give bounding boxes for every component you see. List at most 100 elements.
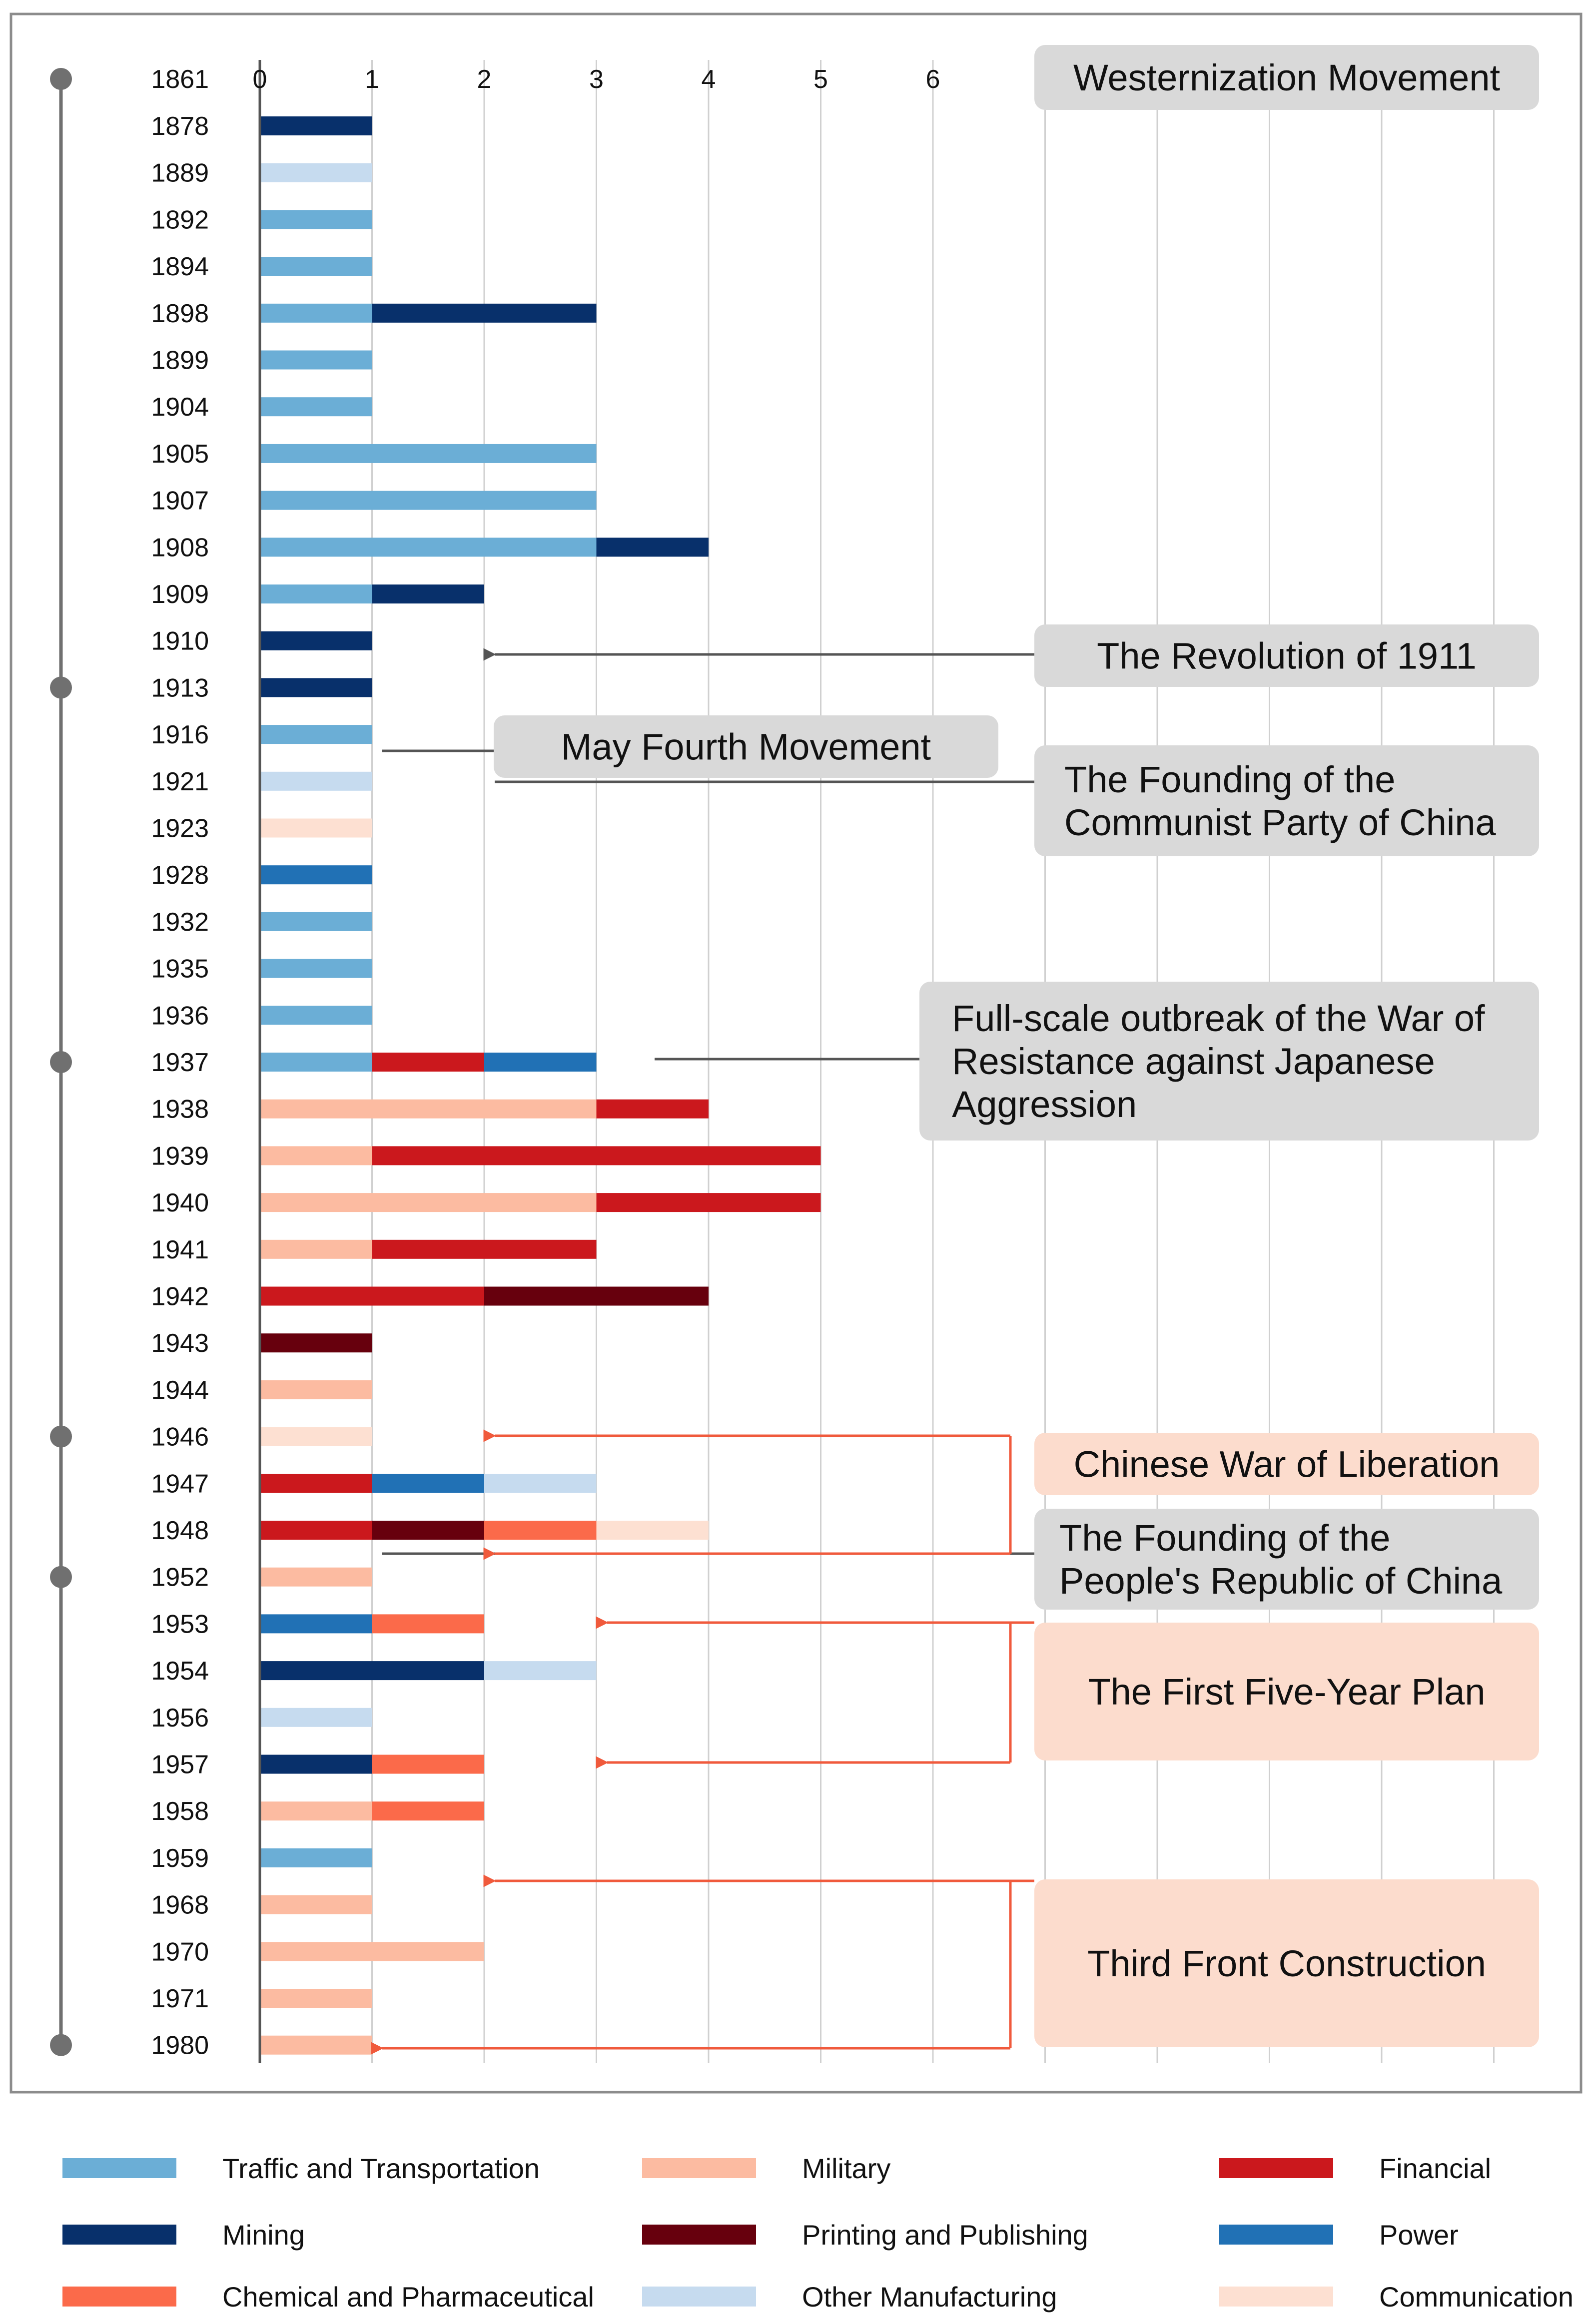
legend-item-financial: Financial	[1219, 2153, 1491, 2184]
year-label: 1940	[151, 1188, 209, 1217]
year-label: 1958	[151, 1797, 209, 1826]
timeline-milestone	[50, 1051, 72, 1073]
bar-segment-other	[260, 1708, 372, 1727]
tick-label: 3	[589, 65, 604, 94]
year-label: 1889	[151, 159, 209, 188]
bar-segment-other	[260, 771, 372, 791]
bar-segment-traffic	[260, 1006, 372, 1025]
bar-segment-traffic	[260, 538, 597, 557]
annotation-text: Full-scale outbreak of the War of	[952, 998, 1485, 1039]
bar-segment-communication	[260, 818, 372, 838]
tick-label: 2	[477, 65, 492, 94]
bar-segment-traffic	[260, 725, 372, 744]
year-label: 1970	[151, 1937, 209, 1966]
annotation-box	[1034, 1433, 1539, 1495]
year-label: 1938	[151, 1095, 209, 1124]
bar-segment-financial	[260, 1286, 484, 1306]
annotation-box	[919, 982, 1539, 1141]
legend-swatch	[642, 2287, 756, 2307]
year-label: 1939	[151, 1142, 209, 1170]
annotation-revolution1911: The Revolution of 1911	[1034, 624, 1539, 687]
year-label: 1971	[151, 1984, 209, 2013]
year-label: 1916	[151, 720, 209, 749]
bar-segment-power	[260, 1614, 372, 1634]
bar-segment-traffic	[260, 303, 372, 323]
legend-label: Printing and Publishing	[802, 2219, 1088, 2251]
year-label: 1908	[151, 533, 209, 562]
tick-label: 6	[926, 65, 940, 94]
value-axis: 0 1 2 3 4 5 6	[253, 60, 940, 2063]
legend-swatch	[62, 2225, 176, 2245]
bar-segment-mining	[260, 116, 372, 135]
bars	[260, 116, 821, 2055]
year-label: 1953	[151, 1610, 209, 1639]
chart-frame	[9, 12, 1583, 2094]
annotation-text: May Fourth Movement	[561, 726, 931, 768]
legend-item-printing: Printing and Publishing	[642, 2219, 1088, 2251]
bar-segment-printing	[484, 1286, 709, 1306]
legend-swatch	[642, 2225, 756, 2245]
bar-segment-financial	[372, 1053, 484, 1072]
bar-segment-traffic	[260, 397, 372, 417]
year-label: 1944	[151, 1376, 209, 1405]
year-label: 1904	[151, 393, 209, 422]
year-label: 1952	[151, 1563, 209, 1592]
bar-segment-traffic	[260, 210, 372, 229]
year-label: 1894	[151, 252, 209, 281]
bar-segment-traffic	[260, 912, 372, 931]
legend-item-traffic: Traffic and Transportation	[62, 2153, 540, 2184]
annotation-text: People's Republic of China	[1059, 1560, 1503, 1602]
bar-segment-financial	[372, 1146, 821, 1165]
year-label: 1907	[151, 487, 209, 516]
year-label: 1932	[151, 908, 209, 937]
year-label: 1909	[151, 580, 209, 609]
bar-segment-traffic	[260, 1053, 372, 1072]
year-label: 1948	[151, 1516, 209, 1545]
year-label: 1956	[151, 1704, 209, 1733]
bar-segment-traffic	[260, 491, 597, 510]
year-label: 1861	[151, 65, 209, 94]
year-label: 1941	[151, 1235, 209, 1264]
legend-item-mining: Mining	[62, 2219, 305, 2251]
annotation-text: Westernization Movement	[1073, 57, 1501, 98]
timeline-milestone	[50, 1425, 72, 1448]
annotation-text: Chinese War of Liberation	[1074, 1444, 1500, 1485]
legend-item-communication: Communication	[1219, 2281, 1574, 2313]
year-label: 1943	[151, 1329, 209, 1358]
legend: Traffic and Transportation Military Financ…	[62, 2153, 1574, 2313]
annotation-text: Resistance against Japanese	[952, 1041, 1435, 1082]
bracket-fiveyear	[1009, 1621, 1034, 1762]
annotation-text: The Founding of the	[1059, 1517, 1390, 1559]
legend-label: Military	[802, 2153, 890, 2184]
tick-label: 4	[702, 65, 716, 94]
year-labels: 1861 1878 1889 1892 1894 1898 1899 1904 1905 1907…	[151, 65, 209, 2060]
legend-swatch	[1219, 2158, 1333, 2178]
annotation-text: Aggression	[952, 1084, 1137, 1125]
bar-segment-military	[260, 1193, 597, 1212]
legend-swatch	[1219, 2287, 1333, 2307]
year-label: 1898	[151, 299, 209, 328]
legend-swatch	[62, 2287, 176, 2307]
bar-segment-mining	[372, 303, 597, 323]
bar-segment-financial	[260, 1474, 372, 1493]
bar-segment-military	[260, 1895, 372, 1914]
bar-segment-financial	[372, 1239, 597, 1259]
bar-segment-financial	[260, 1521, 372, 1540]
timeline-milestone	[50, 676, 72, 699]
tick-label: 1	[365, 65, 379, 94]
legend-label: Traffic and Transportation	[222, 2153, 540, 2184]
legend-item-military: Military	[642, 2153, 890, 2184]
year-label: 1899	[151, 346, 209, 375]
bar-segment-printing	[372, 1521, 484, 1540]
bar-segment-military	[260, 1099, 597, 1119]
year-label: 1935	[151, 955, 209, 984]
annotation-box	[494, 715, 998, 778]
bar-segment-traffic	[260, 257, 372, 276]
bar-segment-chemical	[372, 1801, 484, 1821]
legend-swatch	[642, 2158, 756, 2178]
bar-segment-military	[260, 1567, 372, 1587]
bar-segment-mining	[260, 631, 372, 650]
bar-segment-printing	[260, 1333, 372, 1353]
